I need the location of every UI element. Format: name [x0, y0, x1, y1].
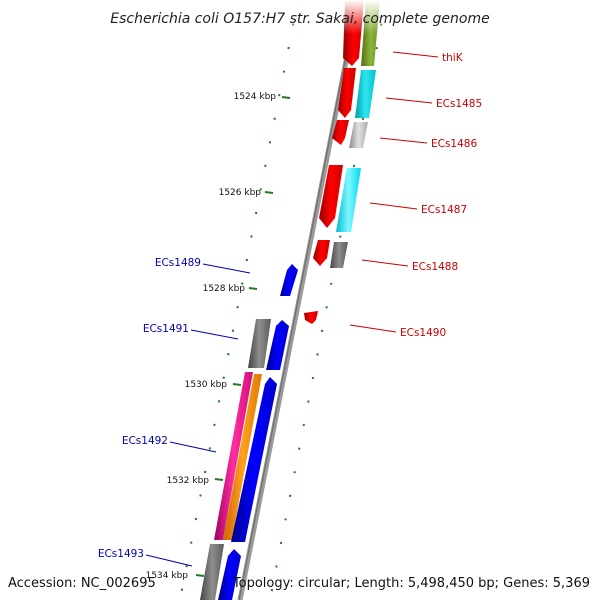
gene-ecs1487-partner[interactable]	[336, 168, 361, 232]
kbp-tick-label: 1524 kbp	[234, 92, 277, 102]
genome-backbone	[237, 0, 361, 600]
top-fade	[0, 0, 600, 34]
reverse-strand-genes	[200, 264, 298, 600]
gene-label-ecs1486[interactable]: ECs1486	[431, 138, 477, 150]
topology-summary-text: Topology: circular; Length: 5,498,450 bp…	[232, 576, 590, 591]
kbp-tick: 1528 kbp	[203, 284, 258, 294]
map-title: Escherichia coli O157:H7 str. Sakai, com…	[110, 11, 489, 27]
gene-label-ecs1489[interactable]: ECs1489	[155, 257, 201, 269]
forward-gene-labels: thiK ECs1485 ECs1486 ECs1487 ECs1488 ECs…	[349, 51, 482, 339]
gene-ecs1491-block[interactable]	[248, 319, 271, 368]
gene-ecs1492-orange[interactable]	[223, 374, 262, 540]
gene-ecs1493-block[interactable]	[200, 544, 224, 600]
forward-strand-genes	[304, 0, 380, 324]
gene-ecs1491-arrow[interactable]	[266, 320, 289, 370]
kbp-tick: 1534 kbp	[146, 571, 205, 581]
gene-label-ecs1493[interactable]: ECs1493	[98, 548, 144, 560]
reverse-gene-labels: ECs1489 ECs1491 ECs1492 ECs1493	[98, 257, 251, 567]
gene-ecs1493-arrow[interactable]	[218, 549, 241, 600]
kbp-tick-label: 1534 kbp	[146, 571, 189, 581]
accession-text: Accession: NC_002695	[8, 576, 156, 591]
kbp-tick-label: 1526 kbp	[219, 188, 262, 198]
kbp-tick-label: 1530 kbp	[185, 380, 228, 390]
kbp-axis: 1524 kbp 1526 kbp 1528 kbp 1530 kbp 1532…	[146, 92, 291, 581]
gene-ecs1487-arrow[interactable]	[319, 165, 343, 228]
gene-label-ecs1488[interactable]: ECs1488	[412, 261, 458, 273]
gene-label-ecs1485[interactable]: ECs1485	[436, 98, 482, 110]
gene-label-ecs1487[interactable]: ECs1487	[421, 204, 467, 216]
gene-label-ecs1491[interactable]: ECs1491	[143, 323, 189, 335]
gene-label-thik[interactable]: thiK	[442, 52, 464, 64]
gene-ecs1488-arrow[interactable]	[313, 240, 330, 266]
gene-ecs1485-arrow[interactable]	[338, 68, 356, 118]
gene-ecs1492-magenta[interactable]	[214, 372, 253, 540]
gene-ecs1489-arrow[interactable]	[280, 264, 298, 296]
gene-ecs1485-partner[interactable]	[355, 70, 376, 118]
kbp-tick: 1524 kbp	[234, 92, 291, 102]
gene-ecs1492-arrow[interactable]	[231, 377, 277, 542]
kbp-tick: 1526 kbp	[219, 188, 274, 198]
kbp-tick: 1530 kbp	[185, 380, 242, 390]
gene-ecs1486-arrow[interactable]	[332, 120, 349, 145]
gene-label-ecs1490[interactable]: ECs1490	[400, 327, 446, 339]
kbp-tick-label: 1528 kbp	[203, 284, 246, 294]
gene-ecs1490-arrow[interactable]	[304, 311, 318, 324]
kbp-tick-label: 1532 kbp	[167, 476, 210, 486]
gene-ecs1486-partner[interactable]	[349, 122, 368, 148]
gene-ecs1488-partner[interactable]	[330, 242, 348, 268]
kbp-tick: 1532 kbp	[167, 476, 224, 486]
gene-label-ecs1492[interactable]: ECs1492	[122, 435, 168, 447]
